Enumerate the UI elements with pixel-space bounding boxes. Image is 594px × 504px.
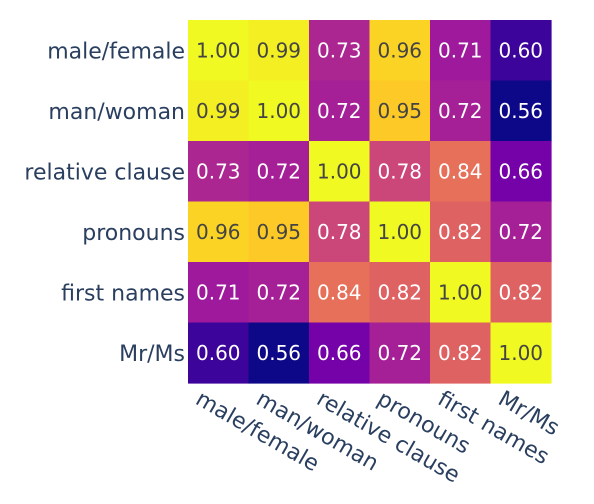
y-axis-tick-label: male/female	[47, 39, 185, 64]
heatmap-cell-label: 0.72	[377, 341, 422, 365]
heatmap-cell-label: 0.66	[498, 159, 543, 183]
y-axis-tick-label: relative clause	[24, 160, 185, 185]
heatmap-cell	[369, 201, 431, 263]
heatmap-cell-label: 0.56	[498, 99, 543, 123]
y-axis-tick-label: man/woman	[48, 100, 185, 125]
heatmap-cell	[309, 80, 371, 142]
heatmap-cell-label: 0.56	[256, 341, 301, 365]
heatmap-cell	[188, 262, 250, 324]
heatmap-cell	[430, 80, 492, 142]
heatmap-cell-label: 0.82	[377, 280, 422, 304]
heatmap-cell-label: 1.00	[256, 99, 301, 123]
heatmap-cell	[248, 322, 310, 384]
heatmap-cell-label: 0.84	[438, 159, 483, 183]
heatmap-cell-label: 0.99	[256, 38, 301, 62]
heatmap-cell	[369, 262, 431, 324]
heatmap-cell	[430, 322, 492, 384]
heatmap-cell-label: 0.71	[196, 280, 241, 304]
heatmap-cell	[188, 80, 250, 142]
heatmap-cell-label: 0.73	[196, 159, 241, 183]
heatmap-cell-label: 0.99	[196, 99, 241, 123]
heatmap-cell-label: 0.72	[438, 99, 483, 123]
heatmap-cell-label: 0.78	[377, 159, 422, 183]
heatmap-cell	[369, 20, 431, 82]
heatmap-cell	[248, 80, 310, 142]
heatmap-cell-label: 0.78	[317, 220, 362, 244]
y-axis-tick-label: Mr/Ms	[119, 342, 185, 367]
heatmap-cells	[188, 20, 552, 384]
heatmap-cell	[490, 262, 552, 324]
heatmap-cell-label: 0.96	[377, 38, 422, 62]
heatmap-cell-label: 0.73	[317, 38, 362, 62]
heatmap-cell-label: 0.95	[256, 220, 301, 244]
heatmap-cell	[188, 201, 250, 263]
heatmap-cell-label: 0.72	[317, 99, 362, 123]
heatmap-cell	[490, 80, 552, 142]
heatmap-cell	[309, 20, 371, 82]
heatmap-cell	[490, 201, 552, 263]
heatmap-cell-label: 0.82	[438, 341, 483, 365]
heatmap-cell-label: 1.00	[438, 280, 483, 304]
heatmap-cell	[309, 201, 371, 263]
heatmap-cell-label: 0.60	[196, 341, 241, 365]
heatmap-cell-label: 0.82	[438, 220, 483, 244]
heatmap-cell	[369, 141, 431, 203]
heatmap-cell	[430, 141, 492, 203]
heatmap-cell	[369, 322, 431, 384]
y-axis-tick-label: first names	[61, 281, 185, 306]
heatmap-cell-label: 0.82	[498, 280, 543, 304]
heatmap-cell-label: 0.84	[317, 280, 362, 304]
heatmap-cell	[490, 322, 552, 384]
heatmap-cell	[430, 20, 492, 82]
y-axis-tick-label: pronouns	[82, 221, 185, 246]
heatmap-cell-label: 0.72	[256, 159, 301, 183]
y-axis-tick-labels: male/female man/woman relative clause prono…	[24, 39, 185, 367]
heatmap-cell	[309, 262, 371, 324]
heatmap-cell-label: 1.00	[317, 159, 362, 183]
heatmap-cell	[188, 141, 250, 203]
heatmap-cell	[188, 322, 250, 384]
heatmap-cell	[248, 262, 310, 324]
heatmap-cell-label: 0.66	[317, 341, 362, 365]
heatmap-cell	[430, 262, 492, 324]
heatmap-cell	[309, 141, 371, 203]
heatmap-cell	[490, 20, 552, 82]
heatmap-cell-label: 0.96	[196, 220, 241, 244]
heatmap-cell	[248, 201, 310, 263]
heatmap-cell-label: 1.00	[377, 220, 422, 244]
heatmap-cell	[248, 20, 310, 82]
heatmap-cell	[369, 80, 431, 142]
heatmap-cell-label: 1.00	[196, 38, 241, 62]
heatmap-cell-label: 0.95	[377, 99, 422, 123]
heatmap-cell	[309, 322, 371, 384]
heatmap-cell	[248, 141, 310, 203]
heatmap-cell	[490, 141, 552, 203]
heatmap-cell-label: 0.60	[498, 38, 543, 62]
heatmap-cell-labels: 1.00 0.99 0.73 0.96 0.71 0.60 0.99 1.00 0.72 0.95…	[196, 38, 543, 365]
heatmap-cell	[188, 20, 250, 82]
heatmap-cell-label: 0.71	[438, 38, 483, 62]
heatmap-cell-label: 0.72	[498, 220, 543, 244]
heatmap-cell-label: 1.00	[498, 341, 543, 365]
heatmap-cell	[430, 201, 492, 263]
heatmap-cell-label: 0.72	[256, 280, 301, 304]
